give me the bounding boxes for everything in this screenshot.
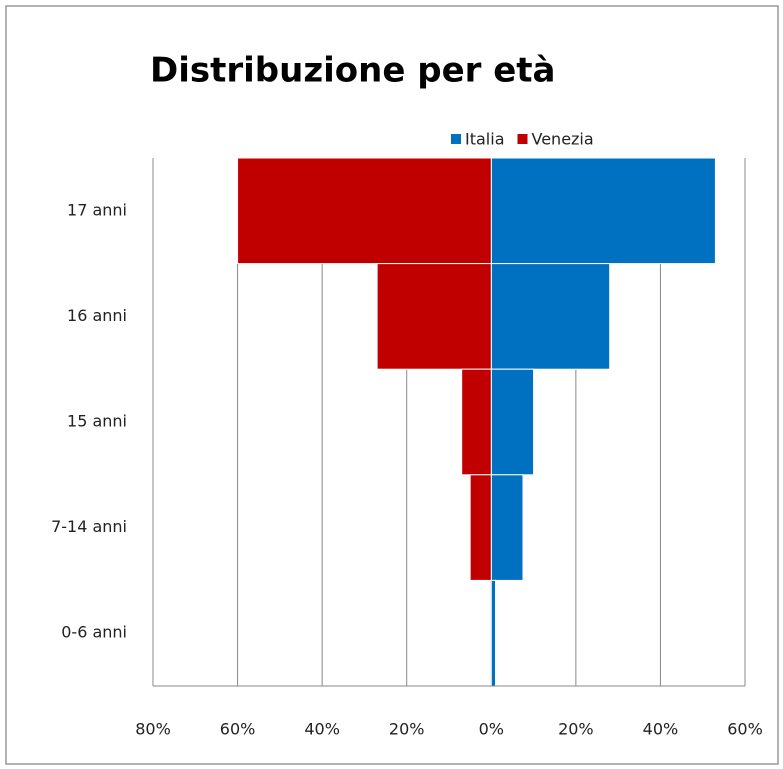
y-tick-label: 0-6 anni: [61, 623, 127, 642]
chart-title: Distribuzione per età: [150, 51, 556, 91]
y-tick-label: 16 anni: [67, 306, 127, 325]
x-tick-label: 20%: [558, 720, 594, 739]
x-tick-label: 20%: [389, 720, 425, 739]
legend-swatch: [517, 134, 528, 144]
x-tick-label: 40%: [643, 720, 679, 739]
y-tick-label: 15 anni: [67, 412, 127, 431]
legend-swatch: [451, 134, 461, 144]
bar: [490, 157, 716, 265]
legend-label: Venezia: [532, 130, 594, 149]
bar: [376, 263, 492, 370]
bar: [490, 263, 611, 370]
y-tick-label: 7-14 anni: [51, 517, 127, 536]
bar: [237, 157, 492, 265]
legend-label: Italia: [465, 130, 505, 149]
x-tick-label: 40%: [304, 720, 340, 739]
bar: [490, 579, 497, 687]
y-tick-label: 17 anni: [67, 200, 127, 219]
bar: [490, 474, 524, 581]
x-tick-label: 60%: [220, 720, 256, 739]
bar: [490, 368, 535, 476]
bar: [469, 474, 492, 581]
x-tick-label: 60%: [727, 720, 763, 739]
chart-border: [5, 5, 779, 765]
x-tick-label: 0%: [479, 720, 504, 739]
x-tick-label: 80%: [135, 720, 171, 739]
bar: [461, 368, 492, 476]
